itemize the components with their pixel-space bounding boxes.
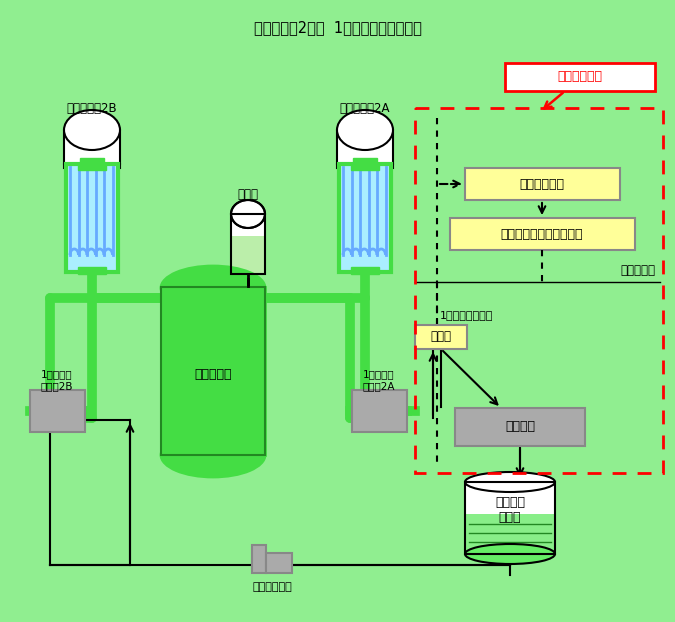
Text: 浄化装置: 浄化装置 [505, 420, 535, 434]
Bar [161, 287, 265, 455]
Ellipse shape [161, 266, 265, 310]
Ellipse shape [465, 544, 555, 564]
Bar [415, 108, 663, 473]
Bar [231, 236, 265, 274]
Bar [352, 390, 407, 432]
Bar [465, 482, 555, 554]
Ellipse shape [64, 110, 120, 150]
Bar [231, 214, 265, 274]
Text: 伊方発電所2号機  1次冷却材系統概略図: 伊方発電所2号機 1次冷却材系統概略図 [254, 21, 422, 35]
Ellipse shape [231, 200, 265, 228]
Text: 放射線監視盤: 放射線監視盤 [520, 177, 564, 190]
Text: 原子炉容器: 原子炉容器 [194, 368, 232, 381]
Ellipse shape [337, 110, 393, 150]
Text: 1次冷却材モニタ: 1次冷却材モニタ [440, 310, 493, 320]
Bar [465, 168, 620, 200]
Text: 検出器: 検出器 [431, 330, 452, 343]
Bar [465, 482, 555, 554]
Bar [351, 267, 379, 274]
Bar [252, 545, 266, 573]
Bar [161, 287, 265, 455]
Bar [66, 164, 118, 272]
Ellipse shape [161, 433, 265, 477]
Bar [505, 63, 655, 91]
Text: 体積制御
タンク: 体積制御 タンク [495, 496, 525, 524]
Bar [415, 325, 467, 349]
Bar [353, 158, 377, 168]
Bar [339, 164, 391, 272]
Ellipse shape [465, 472, 555, 492]
Bar [30, 390, 85, 432]
Bar [337, 130, 393, 168]
Text: 蒸気発生器2B: 蒸気発生器2B [67, 101, 117, 114]
Bar [231, 214, 265, 274]
Bar [78, 267, 106, 274]
Bar [266, 553, 292, 573]
Text: 放射線総合管理システム: 放射線総合管理システム [501, 228, 583, 241]
Text: 中央制御室: 中央制御室 [620, 264, 655, 277]
Bar [197, 270, 229, 288]
Text: 加圧器: 加圧器 [238, 188, 259, 202]
Bar [339, 164, 391, 272]
Bar [351, 164, 379, 170]
Bar [64, 130, 120, 168]
Text: 1次冷却材
ポンプ2A: 1次冷却材 ポンプ2A [362, 369, 396, 391]
Bar [455, 408, 585, 446]
Bar [450, 218, 635, 250]
Bar [78, 164, 106, 170]
Text: 充てんポンプ: 充てんポンプ [252, 582, 292, 592]
Bar [66, 164, 118, 272]
Bar [80, 158, 104, 168]
Bar [465, 514, 555, 554]
Text: 当該検出装置: 当該検出装置 [558, 70, 603, 83]
Text: 1次冷却材
ポンプ2B: 1次冷却材 ポンプ2B [40, 369, 74, 391]
Text: 蒸気発生器2A: 蒸気発生器2A [340, 101, 390, 114]
